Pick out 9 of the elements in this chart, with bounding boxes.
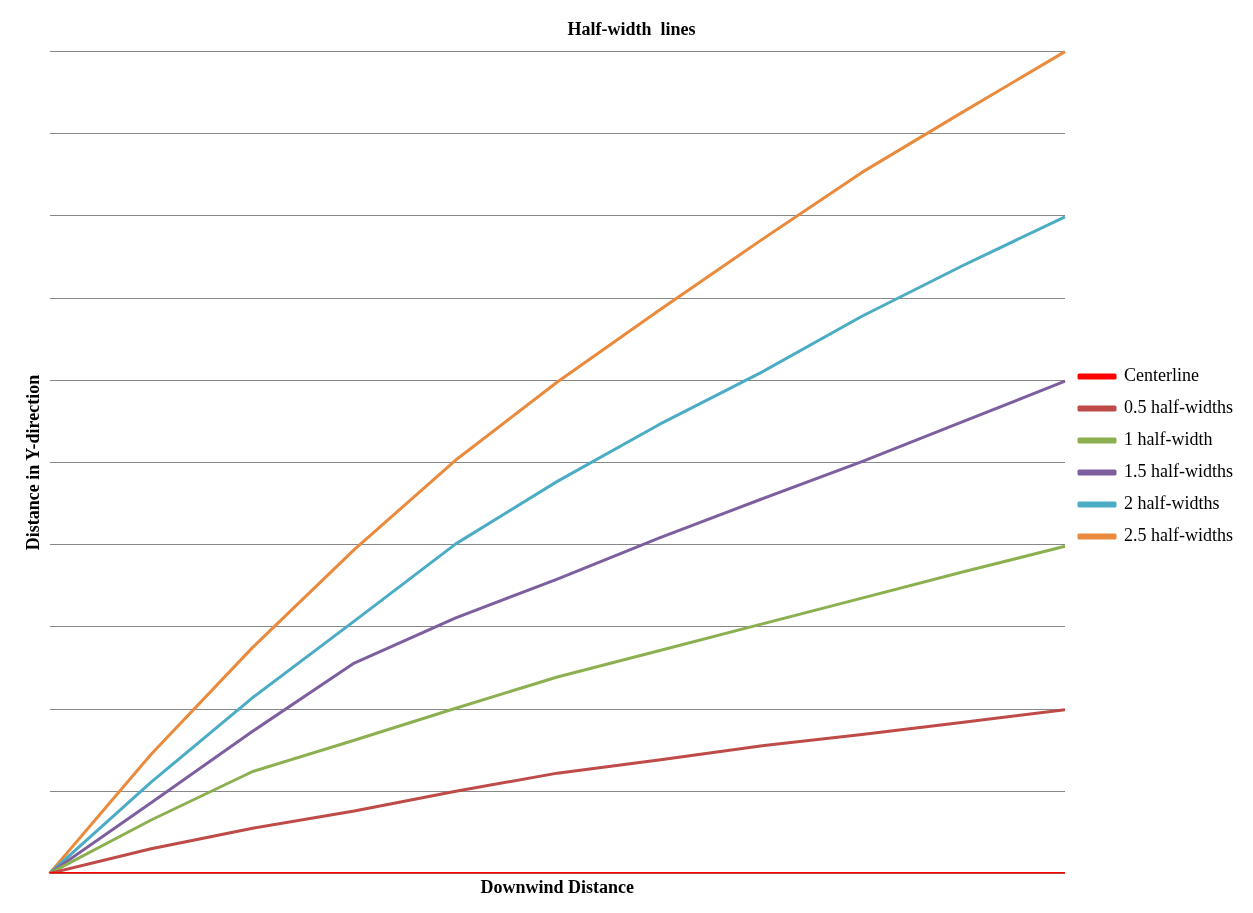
legend-label: 2.5 half-widths bbox=[1124, 525, 1233, 546]
legend-label: 1.5 half-widths bbox=[1124, 461, 1233, 482]
legend-label: 0.5 half-widths bbox=[1124, 397, 1233, 418]
x-axis-title: Downwind Distance bbox=[480, 876, 635, 897]
legend-label: Centerline bbox=[1124, 365, 1199, 386]
y-axis-title: Distance in Y-direction bbox=[23, 374, 44, 551]
legend-label: 2 half-widths bbox=[1124, 493, 1220, 514]
chart-title: Half-width lines bbox=[567, 19, 696, 40]
legend-label: 1 half-width bbox=[1124, 429, 1213, 450]
